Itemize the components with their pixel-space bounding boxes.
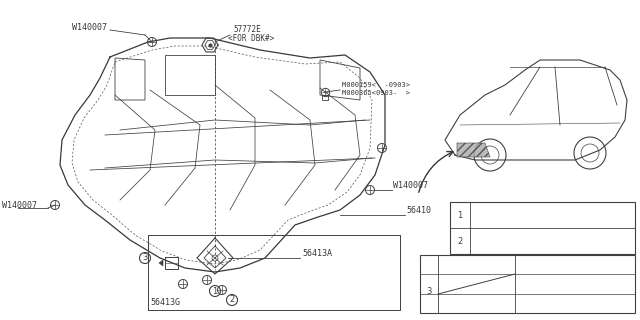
- Text: W140007: W140007: [2, 202, 37, 211]
- Text: <FOR DBK#>: <FOR DBK#>: [228, 34, 275, 43]
- Text: M000365 <0903-   >: M000365 <0903- >: [440, 278, 512, 284]
- Text: W140053 <0510-    >: W140053 <0510- >: [474, 214, 555, 220]
- Text: 57772E: 57772E: [233, 25, 260, 34]
- Text: 56413G: 56413G: [150, 298, 180, 307]
- Text: <EXC.DBK#>: <EXC.DBK#>: [518, 259, 558, 265]
- Text: W140007: W140007: [72, 23, 107, 33]
- Text: 1: 1: [212, 286, 218, 295]
- Text: 56413A: 56413A: [302, 249, 332, 258]
- Text: 56410: 56410: [406, 206, 431, 215]
- Polygon shape: [420, 255, 635, 313]
- Text: 3: 3: [426, 287, 432, 296]
- Text: M000159 <   -0903>: M000159 < -0903>: [440, 259, 512, 265]
- Text: <FOR DBK#>: <FOR DBK#>: [518, 299, 558, 305]
- Text: M000159<  -0903>: M000159< -0903>: [342, 82, 410, 88]
- Polygon shape: [159, 260, 163, 266]
- Text: 57783    <    -0510>: 57783 < -0510>: [474, 230, 559, 236]
- Text: W130067 <    -0510>: W130067 < -0510>: [474, 205, 555, 211]
- Text: 2: 2: [458, 236, 463, 245]
- Text: 1: 1: [458, 211, 463, 220]
- Text: M000263: M000263: [440, 299, 468, 305]
- Text: 2: 2: [229, 295, 235, 305]
- Text: A572001053: A572001053: [589, 307, 635, 316]
- Text: W140054 <0510-    >: W140054 <0510- >: [474, 239, 555, 245]
- Polygon shape: [450, 202, 635, 254]
- Text: W140007: W140007: [393, 181, 428, 190]
- Text: M000365<0903-  >: M000365<0903- >: [342, 90, 410, 96]
- Text: 3: 3: [142, 253, 148, 262]
- Polygon shape: [457, 143, 490, 157]
